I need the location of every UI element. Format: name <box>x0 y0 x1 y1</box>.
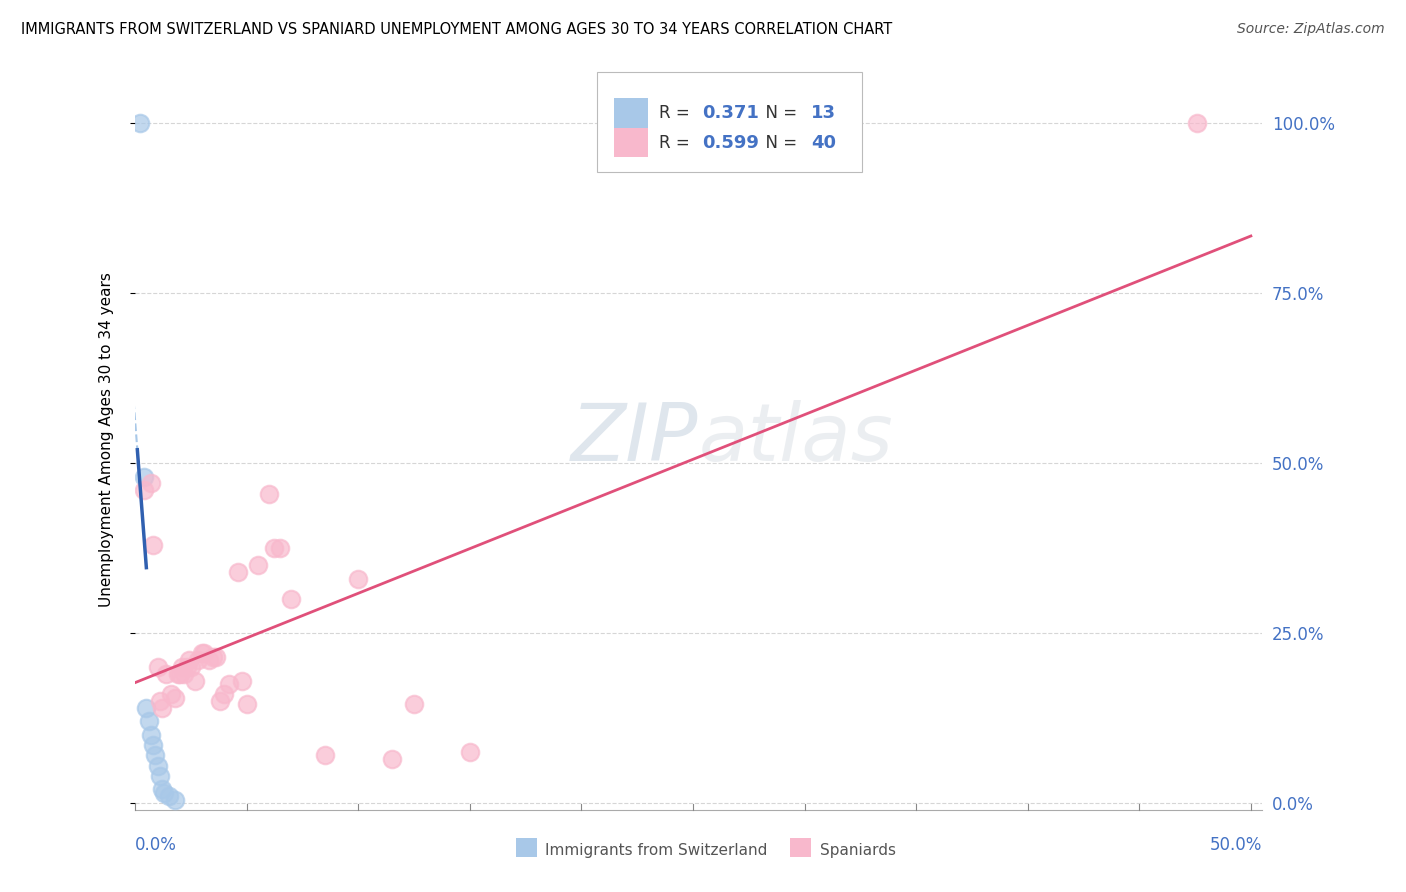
FancyBboxPatch shape <box>614 98 648 128</box>
Point <box>231 673 253 688</box>
Point <box>149 769 172 783</box>
Point <box>139 728 162 742</box>
Point <box>143 748 166 763</box>
FancyBboxPatch shape <box>598 72 862 172</box>
Text: 40: 40 <box>811 134 837 152</box>
Point <box>1187 116 1209 130</box>
Point <box>236 698 259 712</box>
Text: 0.371: 0.371 <box>702 104 759 122</box>
Text: Spaniards: Spaniards <box>820 843 896 857</box>
Text: ZIP: ZIP <box>571 401 699 478</box>
Point <box>165 792 187 806</box>
Point <box>180 660 202 674</box>
Point <box>198 653 221 667</box>
Text: R =: R = <box>659 134 695 152</box>
Text: IMMIGRANTS FROM SWITZERLAND VS SPANIARD UNEMPLOYMENT AMONG AGES 30 TO 34 YEARS C: IMMIGRANTS FROM SWITZERLAND VS SPANIARD … <box>21 22 893 37</box>
Text: 50.0%: 50.0% <box>1209 836 1263 854</box>
Text: N =: N = <box>755 104 803 122</box>
Text: R =: R = <box>659 104 695 122</box>
Point <box>187 653 209 667</box>
Point <box>135 701 157 715</box>
Point <box>458 745 481 759</box>
Point <box>214 687 236 701</box>
Point <box>204 649 226 664</box>
Point <box>153 786 176 800</box>
Point <box>165 690 187 705</box>
Point <box>176 660 198 674</box>
Point <box>226 565 249 579</box>
Point <box>160 687 183 701</box>
Point <box>404 698 426 712</box>
Point <box>138 714 160 729</box>
Text: N =: N = <box>755 134 803 152</box>
Point <box>177 653 200 667</box>
Point <box>202 649 225 664</box>
Point <box>208 694 231 708</box>
Text: 0.0%: 0.0% <box>135 836 177 854</box>
Point <box>150 782 173 797</box>
Point <box>218 677 240 691</box>
Point <box>191 647 214 661</box>
Point <box>166 666 188 681</box>
Point <box>146 758 169 772</box>
Point <box>170 660 193 674</box>
Text: 13: 13 <box>811 104 837 122</box>
Point <box>314 748 336 763</box>
Text: 0.599: 0.599 <box>702 134 759 152</box>
Point <box>139 476 162 491</box>
Point <box>142 538 165 552</box>
Y-axis label: Unemployment Among Ages 30 to 34 years: Unemployment Among Ages 30 to 34 years <box>100 272 114 607</box>
Point <box>381 752 404 766</box>
Point <box>134 483 156 498</box>
Point <box>263 541 285 555</box>
Point <box>128 116 150 130</box>
Point <box>169 666 191 681</box>
Point <box>146 660 169 674</box>
Point <box>347 572 370 586</box>
Point <box>149 694 172 708</box>
Point <box>150 701 173 715</box>
Point <box>184 673 207 688</box>
Text: Source: ZipAtlas.com: Source: ZipAtlas.com <box>1237 22 1385 37</box>
Point <box>134 469 156 483</box>
Point <box>257 486 280 500</box>
FancyBboxPatch shape <box>614 128 648 158</box>
Point <box>280 592 302 607</box>
Point <box>142 738 165 752</box>
Point <box>269 541 291 555</box>
Text: atlas: atlas <box>699 401 893 478</box>
Point <box>193 647 215 661</box>
Point <box>173 666 195 681</box>
Point <box>246 558 269 572</box>
Point <box>157 789 180 804</box>
Point <box>155 666 177 681</box>
Text: Immigrants from Switzerland: Immigrants from Switzerland <box>546 843 768 857</box>
